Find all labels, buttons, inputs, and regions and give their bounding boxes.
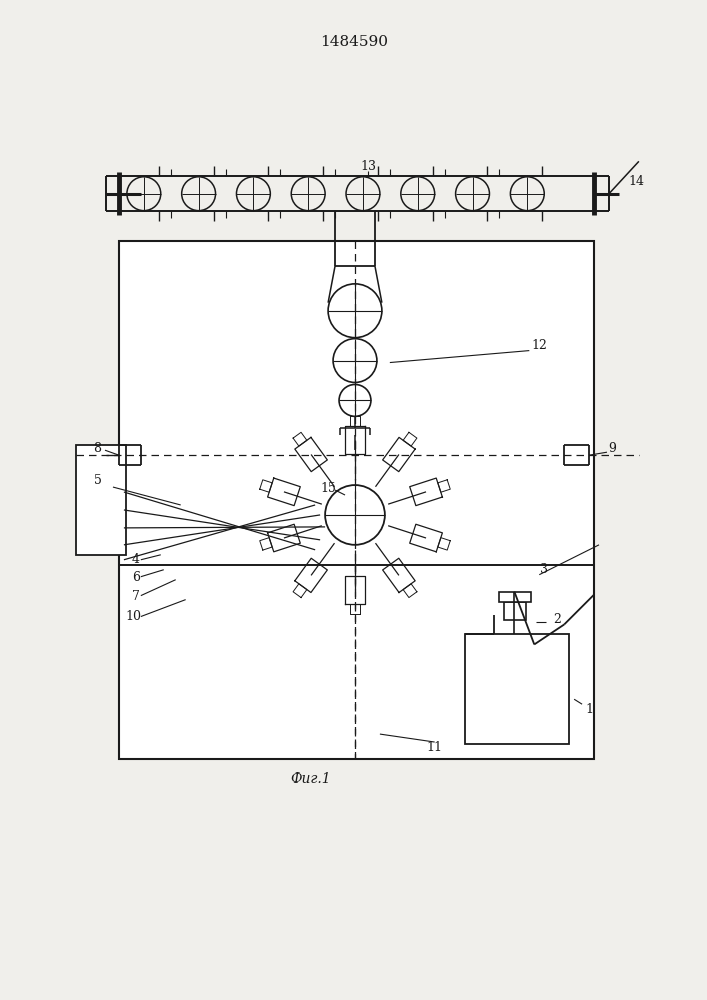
Text: 10: 10: [126, 610, 142, 623]
Text: 4: 4: [132, 553, 140, 566]
Text: 15: 15: [320, 482, 336, 495]
Bar: [464, 634, 569, 744]
Text: Фиг.1: Фиг.1: [290, 772, 330, 786]
Text: 3: 3: [540, 563, 548, 576]
Bar: [499, 592, 531, 602]
Text: 13: 13: [360, 160, 376, 173]
Text: 5: 5: [94, 474, 102, 487]
Text: 2: 2: [554, 613, 561, 626]
Text: 8: 8: [93, 442, 101, 455]
Text: 12: 12: [532, 339, 547, 352]
Text: 11: 11: [427, 741, 443, 754]
Text: 6: 6: [132, 571, 140, 584]
Text: 7: 7: [132, 590, 140, 603]
Text: 14: 14: [629, 175, 645, 188]
Text: 1: 1: [585, 703, 593, 716]
Text: 9: 9: [608, 442, 616, 455]
Bar: [76, 445, 126, 555]
Text: 1484590: 1484590: [320, 35, 388, 49]
Bar: [504, 602, 526, 620]
Bar: [119, 241, 594, 759]
